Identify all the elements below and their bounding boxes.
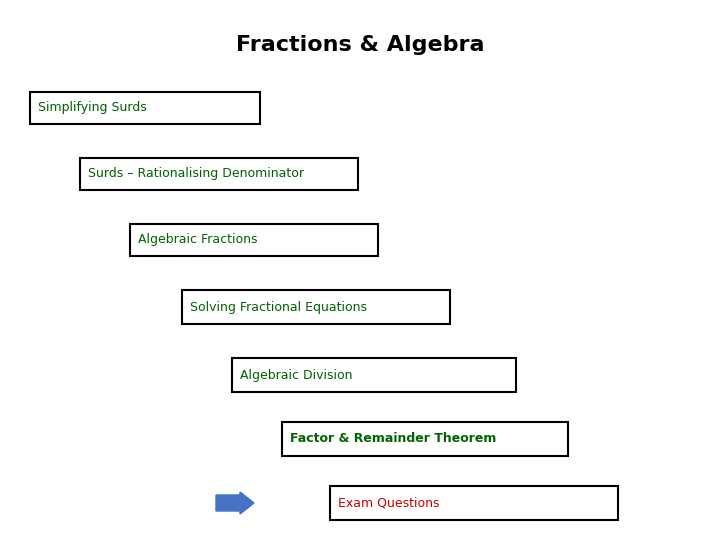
Text: Algebraic Fractions: Algebraic Fractions	[138, 233, 258, 246]
Text: Factor & Remainder Theorem: Factor & Remainder Theorem	[290, 433, 496, 446]
FancyArrow shape	[216, 492, 254, 514]
Text: Solving Fractional Equations: Solving Fractional Equations	[190, 300, 367, 314]
Bar	[30, 92, 260, 124]
Bar	[182, 290, 450, 324]
Bar	[282, 422, 568, 456]
Bar	[232, 358, 516, 392]
Text: Simplifying Surds: Simplifying Surds	[38, 102, 147, 114]
Bar	[330, 486, 618, 520]
Text: Fractions & Algebra: Fractions & Algebra	[235, 35, 485, 55]
Bar	[130, 224, 378, 256]
Text: Surds – Rationalising Denominator: Surds – Rationalising Denominator	[88, 167, 304, 180]
Text: Algebraic Division: Algebraic Division	[240, 368, 353, 381]
Bar	[80, 158, 358, 190]
Text: Exam Questions: Exam Questions	[338, 496, 439, 510]
